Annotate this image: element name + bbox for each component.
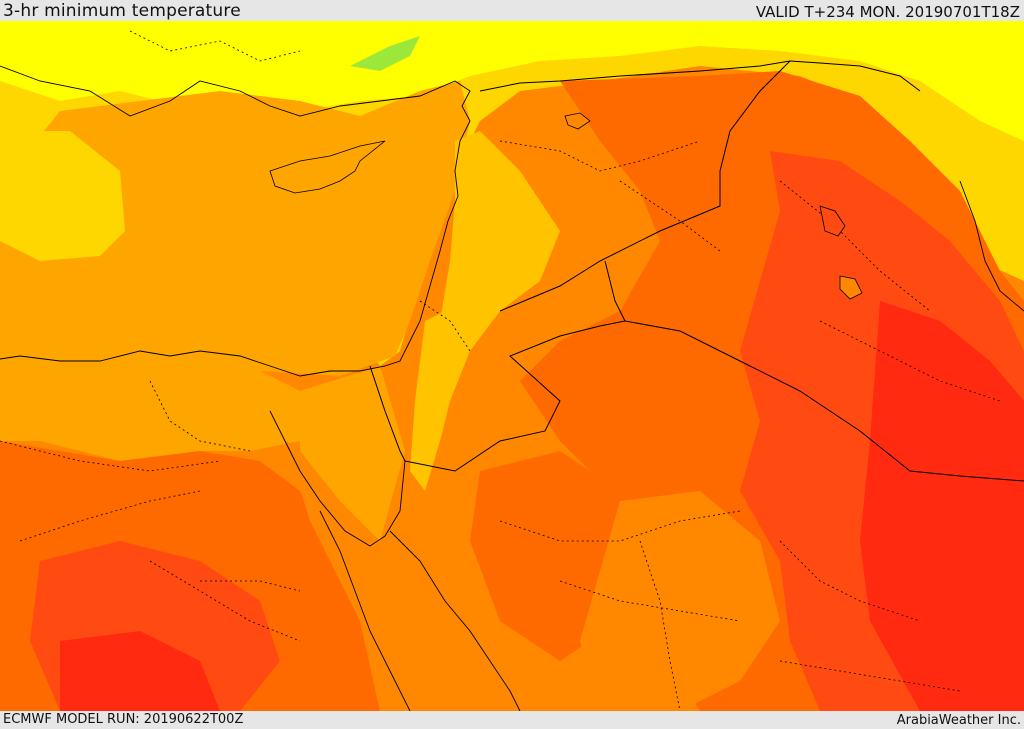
zone-jordan-yellow	[410, 311, 455, 491]
valid-time: VALID T+234 MON. 20190701T18Z	[755, 3, 1020, 21]
borders-dotted	[0, 30, 1001, 711]
coast-redsea-west	[319, 510, 411, 711]
model-run: ECMWF MODEL RUN: 20190622T00Z	[3, 712, 244, 727]
border-jordan	[404, 260, 626, 472]
lake-assad	[564, 112, 591, 130]
coast-redsea-east	[389, 530, 521, 711]
map-title: 3-hr minimum temperature	[3, 1, 241, 21]
zone-sudan-red	[60, 631, 220, 711]
coast-suez	[269, 410, 406, 547]
temperature-map-svg	[0, 21, 1024, 711]
coast-levant	[384, 220, 449, 367]
border-saudi-iraq	[624, 320, 1024, 482]
credit-text: ArabiaWeather Inc.	[896, 713, 1021, 728]
zone-green-patch	[350, 36, 420, 71]
coast-gulf	[959, 180, 1024, 312]
border-sinai	[369, 365, 406, 462]
borders-solid	[369, 60, 1024, 482]
footer-bar: ECMWF MODEL RUN: 20190622T00Z ArabiaWeat…	[0, 711, 1024, 729]
zone-iraq-red	[860, 301, 1024, 711]
zone-saudi-orange	[580, 491, 780, 711]
border-syria-iraq	[499, 60, 791, 312]
border-turkey-syria	[479, 60, 921, 92]
zone-crete-yellow	[0, 131, 125, 261]
coastlines	[0, 65, 1024, 711]
lake-tharthar	[819, 205, 846, 237]
lake-habbaniyah	[839, 275, 863, 300]
island-cyprus	[269, 140, 386, 194]
zone-north-paleyellow	[0, 21, 1024, 141]
coast-egypt	[0, 350, 386, 377]
zone-egypt-north	[0, 351, 300, 461]
zone-redsea	[285, 441, 460, 711]
coast-turkey	[0, 65, 471, 222]
header-bar: 3-hr minimum temperature VALID T+234 MON…	[0, 0, 1024, 21]
temperature-map[interactable]	[0, 21, 1024, 711]
zone-sinai	[300, 366, 405, 541]
